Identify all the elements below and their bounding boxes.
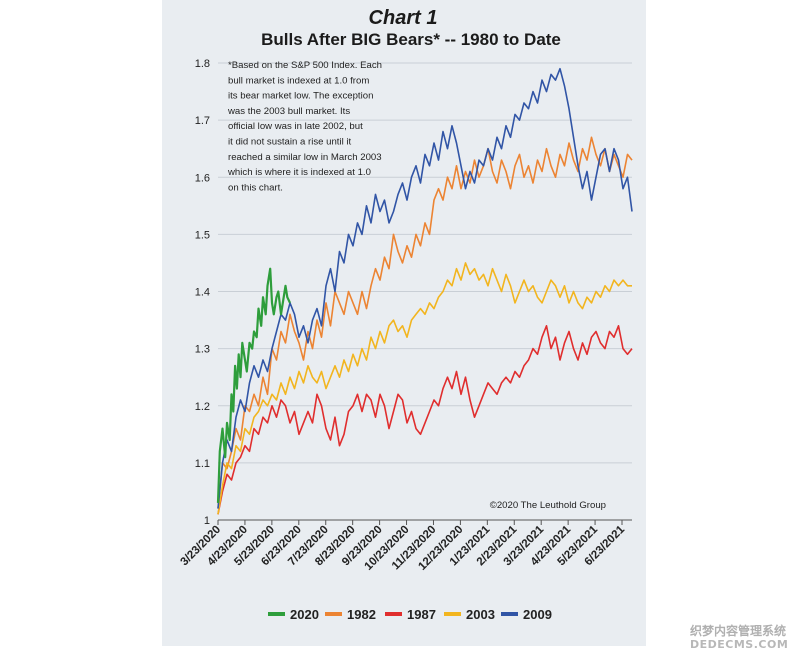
footnote-line: which is where it is indexed at 1.0 — [227, 167, 371, 178]
watermark-background — [686, 620, 800, 658]
chart-subtitle: Bulls After BIG Bears* -- 1980 to Date — [261, 30, 561, 49]
y-tick-label: 1.7 — [195, 115, 210, 127]
footnote-line: official low was in late 2002, but — [228, 121, 363, 132]
footnote-line: was the 2003 bull market. Its — [227, 106, 350, 117]
footnote-line: reached a similar low in March 2003 — [228, 152, 382, 163]
series-line-2009 — [217, 67, 633, 509]
y-tick-label: 1.1 — [195, 458, 210, 470]
footnote-line: it did not sustain a rise until it — [228, 137, 352, 148]
legend-label-1987: 1987 — [407, 607, 436, 622]
chart-panel — [162, 0, 646, 646]
legend: 2020 1982 1987 2003 2009 — [268, 607, 552, 622]
y-tick-label: 1.8 — [195, 58, 210, 70]
series-line-1987 — [217, 324, 633, 515]
y-tick-label: 1.5 — [195, 229, 210, 241]
y-tick-label: 1.6 — [195, 172, 210, 184]
series-line-2020 — [216, 267, 291, 503]
y-tick-label: 1.4 — [195, 287, 210, 299]
footnote-line: its bear market low. The exception — [228, 91, 373, 102]
footnote: *Based on the S&P 500 Index. Each bull ma… — [227, 60, 382, 193]
y-tick-label: 1.2 — [195, 401, 210, 413]
series-line-2003 — [217, 262, 632, 515]
y-axis: 1 1.1 1.2 1.3 1.4 1.5 1.6 1.7 1.8 — [195, 58, 210, 527]
legend-label-2020: 2020 — [290, 607, 319, 622]
legend-label-2009: 2009 — [523, 607, 552, 622]
footnote-line: *Based on the S&P 500 Index. Each — [228, 60, 382, 71]
watermark-domain: DEDECMS.COM — [690, 638, 789, 651]
footnote-line: bull market is indexed at 1.0 from — [228, 75, 369, 86]
legend-label-1982: 1982 — [347, 607, 376, 622]
series-layer — [216, 67, 633, 515]
y-tick-label: 1.3 — [195, 344, 210, 356]
legend-label-2003: 2003 — [466, 607, 495, 622]
series-line-1982 — [217, 136, 633, 509]
x-axis: 3/23/20204/23/20205/23/20206/23/20207/23… — [178, 520, 628, 573]
watermark-text: 织梦内容管理系统 — [690, 624, 787, 638]
chart-title: Chart 1 — [369, 7, 438, 29]
footnote-line: on this chart. — [228, 182, 283, 193]
y-tick-label: 1 — [204, 515, 210, 527]
copyright-note: ©2020 The Leuthold Group — [490, 500, 606, 511]
